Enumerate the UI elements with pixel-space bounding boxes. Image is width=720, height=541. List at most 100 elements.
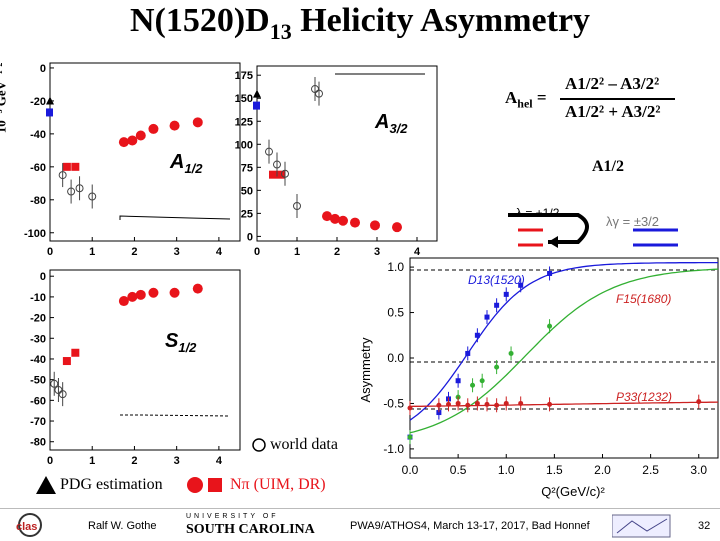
asymmetry-chart: 1.0 0.5 0.0 -0.5 -1.0 0.0 0.5 1.0 1.5 2.0 2.5 3.0 A… (358, 206, 719, 499)
s12-xtick-label: 4 (216, 455, 223, 467)
a12-npi-square (71, 162, 80, 171)
asym-point-f15 (470, 382, 476, 388)
legend-world: world data (270, 436, 338, 453)
asym-curve-0 (409, 261, 718, 421)
a32-world-circle (315, 89, 323, 98)
a32-npi-circle (338, 215, 348, 226)
a12-npi-circle (127, 135, 138, 146)
a12-ytick-label: -80 (30, 195, 46, 207)
usc-logo-top: UNIVERSITY OF (186, 513, 279, 520)
a32-npi-circle (370, 220, 380, 231)
a12-pdg-point (46, 108, 53, 117)
a32-world-circle (265, 147, 273, 156)
asym-point-f15 (407, 434, 413, 440)
curve-label-d13: D13(1520) (468, 273, 525, 287)
clas-logo-icon: clas (16, 513, 42, 537)
a32-label: A3/2 (374, 111, 408, 136)
s12-ytick-label: -40 (30, 354, 46, 366)
s12-world-circle (54, 386, 63, 394)
s12-npi-circle (148, 287, 159, 298)
s12-npi-circle (169, 287, 180, 298)
a12-world-circle (75, 184, 84, 193)
page-number: 32 (698, 520, 711, 532)
asym-xtick-label: 0.5 (450, 463, 467, 477)
a32-xtick-label: 0 (254, 246, 260, 258)
a12-ytick-label: -20 (30, 96, 46, 108)
asym-point-f15 (547, 323, 553, 329)
s12-xtick-label: 3 (174, 455, 180, 467)
asym-point-d13 (474, 332, 480, 338)
a32-npi-circle (350, 217, 360, 228)
asym-point-p33 (494, 402, 500, 408)
a32-npi-square (277, 170, 285, 179)
s12-npi-circle (127, 291, 138, 302)
curve-label-p33: P33(1232) (616, 390, 672, 404)
s12-ytick-label: -20 (30, 313, 46, 325)
a12-world-circle (58, 171, 67, 180)
lambda-arrow-icon (508, 213, 589, 244)
asym-point-p33 (455, 400, 461, 406)
asym-ylabel: Asymmetry (358, 337, 373, 403)
annot-lambda-gamma: λγ = ±3/2 (606, 214, 659, 229)
a32-ytick-label: 125 (235, 116, 253, 128)
a12-xtick-label: 0 (47, 246, 53, 258)
asym-point-f15 (479, 378, 485, 384)
s12-npi-square (62, 357, 71, 366)
asym-xtick-label: 1.0 (498, 463, 515, 477)
a12-npi-circle (169, 120, 180, 131)
a32-ytick-label: 75 (241, 162, 253, 174)
svg-text:clas: clas (16, 521, 37, 533)
usc-logo: SOUTH CAROLINA (186, 522, 315, 537)
world-data-circle-icon (252, 438, 266, 452)
panel-s12: 0-10-20-30-40-50-60-70-800 1 2 3 4 S1/2 (30, 269, 241, 467)
npi-symbol-icon (187, 477, 222, 493)
footer-event: PWA9/ATHOS4, March 13-17, 2017, Bad Honn… (350, 520, 590, 532)
s12-npi-circle (118, 296, 129, 307)
footer-bar (0, 508, 720, 541)
asym-curve-2 (409, 401, 719, 408)
asym-point-p33 (407, 405, 413, 411)
panel-a32: 175 150 125 100 75 50 25 00 1 2 3 4 A3/2 (235, 65, 438, 258)
a12-xtick-label: 1 (89, 246, 95, 258)
a12-xtick-label: 2 (131, 246, 137, 258)
asym-point-p33 (436, 402, 442, 408)
a12-npi-circle (148, 123, 159, 134)
a12-xtick-label: 4 (216, 246, 223, 258)
a12-ytick-label: -100 (24, 228, 46, 240)
a32-ytick-label: 50 (241, 185, 253, 197)
a32-pdg-point (253, 101, 260, 110)
a32-npi-circle (392, 222, 402, 233)
a12-world-circle (88, 192, 97, 201)
asym-point-d13 (465, 350, 471, 356)
asym-xtick-label: 2.5 (642, 463, 659, 477)
a12-pdg-triangle (46, 96, 54, 105)
footer-author: Ralf W. Gothe (88, 520, 157, 532)
slide-title: N(1520)D13 Helicity Asymmetry (129, 2, 591, 44)
a32-pdg-triangle (253, 89, 261, 98)
s12-ytick-label: -30 (30, 333, 46, 345)
s12-ytick-label: -50 (30, 375, 46, 387)
s12-ytick-label: -60 (30, 395, 46, 407)
unit-label: 10⁻³ GeV⁻¹′² (0, 62, 9, 134)
a12-ytick-label: 0 (40, 63, 46, 75)
a12-world-circle (67, 187, 76, 196)
asym-point-d13 (547, 270, 553, 276)
a32-xtick-label: 1 (294, 246, 300, 258)
asym-point-p33 (465, 402, 471, 408)
asym-point-d13 (436, 410, 442, 416)
asym-ytick-label: -1.0 (383, 442, 404, 456)
a32-world-circle (293, 202, 301, 210)
s12-npi-circle (135, 289, 146, 300)
s12-xtick-label: 0 (47, 455, 53, 467)
asym-point-f15 (508, 350, 514, 356)
formula-denominator: A1/2² + A3/2² (565, 102, 661, 121)
formula-bar (560, 98, 675, 100)
a32-npi-circle (330, 213, 340, 224)
asym-ytick-label: 0.0 (387, 351, 404, 365)
asym-point-p33 (547, 401, 553, 407)
a32-npi-square (269, 170, 277, 179)
asym-xtick-label: 3.0 (690, 463, 707, 477)
curve-label-f15: F15(1680) (616, 292, 671, 306)
conference-logo-icon (612, 514, 671, 538)
